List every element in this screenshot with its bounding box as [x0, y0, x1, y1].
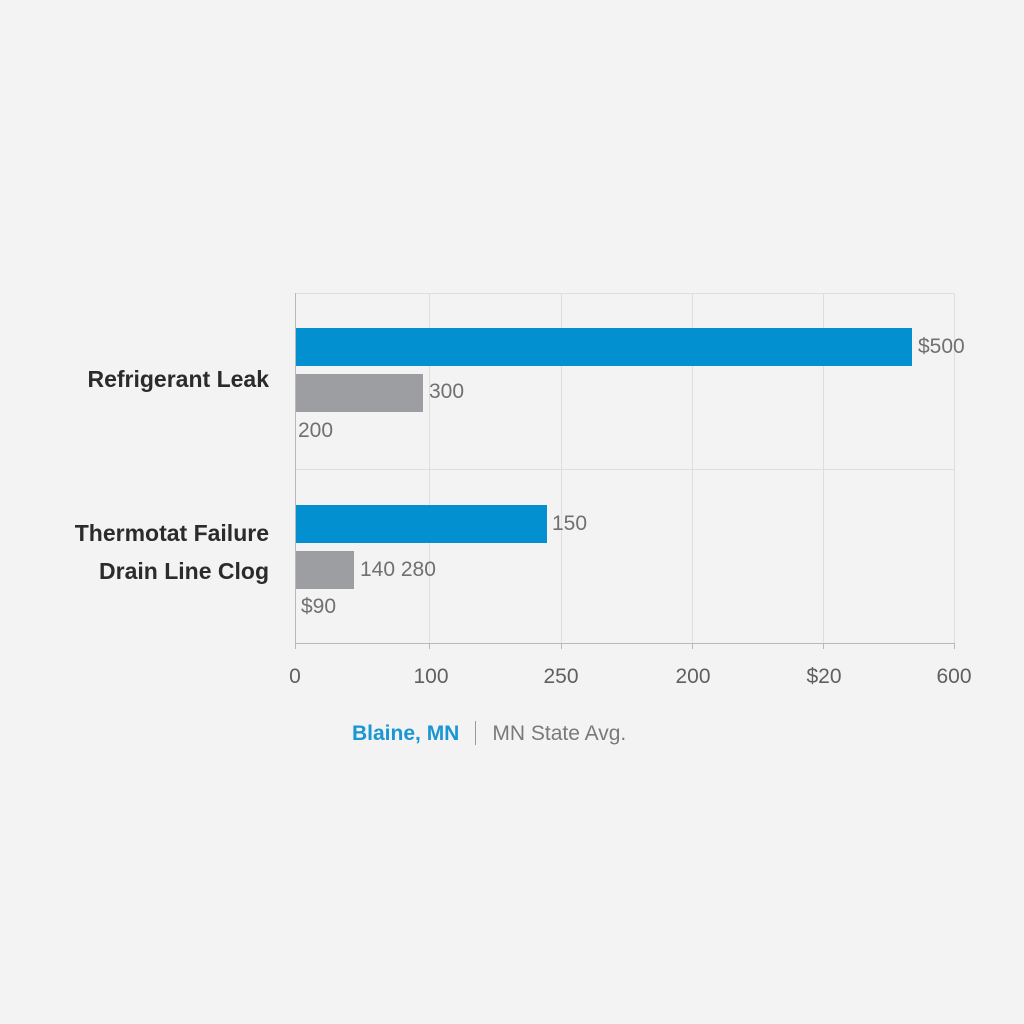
bar-blaine-thermostat-failure [296, 505, 547, 543]
category-separator [296, 469, 954, 470]
value-label: 200 [298, 419, 334, 442]
x-tick-label: 250 [543, 665, 579, 688]
category-label-drain-line-clog: Drain Line Clog [99, 558, 269, 584]
x-tick-label: 600 [936, 665, 972, 688]
legend-item-state-avg: MN State Avg. [492, 721, 627, 745]
category-label-refrigerant-leak: Refrigerant Leak [87, 366, 269, 392]
plot-area [296, 293, 955, 644]
value-label: 150 [552, 512, 588, 535]
gridline [692, 293, 693, 643]
gridline [429, 293, 430, 643]
x-tick-label: 200 [675, 665, 711, 688]
x-tick [295, 643, 296, 649]
x-tick [692, 643, 693, 649]
bar-state-avg-refrigerant-leak [296, 374, 423, 412]
x-axis-line [295, 643, 955, 644]
bar-blaine-refrigerant-leak [296, 328, 912, 366]
gridline [823, 293, 824, 643]
value-label: 300 [429, 380, 465, 403]
gridline [561, 293, 562, 643]
x-tick-label: 0 [289, 665, 301, 688]
x-tick [954, 643, 955, 649]
x-tick [823, 643, 824, 649]
x-tick-label: $20 [806, 665, 842, 688]
y-axis-line [295, 293, 296, 649]
legend-divider [475, 721, 477, 745]
legend-item-blaine: Blaine, MN [352, 721, 460, 745]
legend: Blaine, MN MN State Avg. [352, 721, 626, 745]
value-label: 140 280 [360, 558, 436, 581]
bar-state-avg-drain-line-clog [296, 551, 354, 589]
x-tick [561, 643, 562, 649]
x-tick-label: 100 [413, 665, 449, 688]
x-tick [429, 643, 430, 649]
category-label-thermostat-failure: Thermotat Failure [74, 520, 269, 546]
value-label: $90 [301, 595, 337, 618]
value-label: $500 [918, 335, 965, 358]
